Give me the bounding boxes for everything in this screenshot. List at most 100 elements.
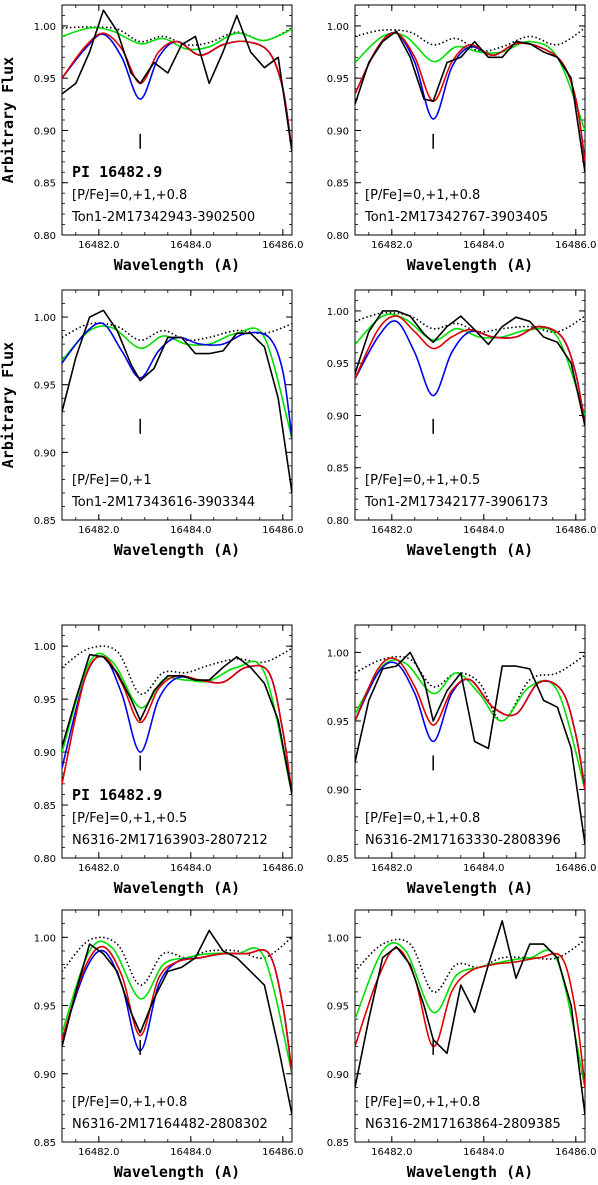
y-tick-label: 0.80: [327, 231, 349, 242]
star-id-annotation: Ton1-2M17342943-3902500: [71, 210, 255, 225]
series-line: [62, 26, 292, 51]
x-tick-label: 16486.0: [262, 863, 303, 874]
series-line: [62, 309, 292, 494]
y-tick-label: 0.80: [34, 231, 56, 242]
series-line: [62, 945, 292, 1074]
y-tick-label: 0.90: [34, 448, 56, 459]
x-tick-label: 16484.0: [463, 525, 504, 536]
series-line: [62, 9, 292, 152]
series-line: [62, 940, 292, 1074]
series-line: [355, 920, 585, 1115]
y-tick-label: 0.95: [34, 695, 56, 706]
x-tick-label: 16486.0: [262, 1147, 303, 1158]
series-line: [62, 32, 292, 152]
star-id-annotation: Ton1-2M17342767-3903405: [364, 210, 548, 225]
y-tick-label: 1.00: [34, 642, 56, 653]
y-tick-label: 0.95: [327, 359, 349, 370]
x-axis-label: Wavelength (A): [407, 541, 533, 559]
x-tick-label: 16482.0: [78, 863, 119, 874]
series-line: [355, 30, 585, 173]
series-line-dotted: [62, 936, 292, 986]
panel-5: 0.80 0.85 0.90 0.95 1.00 16482.0 16484.0 16486.…: [34, 624, 303, 897]
abundance-annotation: [P/Fe]=0,+1,+0.5: [365, 473, 480, 488]
abundance-annotation: [P/Fe]=0,+1,+0.5: [72, 811, 187, 826]
x-tick-label: 16482.0: [371, 1147, 412, 1158]
series-line: [355, 320, 585, 427]
x-tick-label: 16486.0: [555, 525, 596, 536]
x-tick-label: 16486.0: [262, 240, 303, 251]
panels: 0.80 0.85 0.90 0.95 1.00 16482.0 16484.0 16486.…: [34, 4, 596, 1181]
abundance-annotation: [P/Fe]=0,+1,+0.8: [72, 1095, 187, 1110]
x-tick-label: 16486.0: [555, 863, 596, 874]
x-tick-label: 16484.0: [170, 1147, 211, 1158]
abundance-annotation: [P/Fe]=0,+1,+0.8: [365, 1095, 480, 1110]
y-tick-label: 0.85: [34, 516, 56, 527]
series-line-dotted: [355, 938, 585, 993]
y-tick-label: 0.95: [327, 717, 349, 728]
y-tick-label: 0.85: [327, 464, 349, 475]
x-tick-label: 16482.0: [78, 240, 119, 251]
abundance-annotation: [P/Fe]=0,+1,+0.8: [365, 811, 480, 826]
y-tick-label: 1.00: [327, 933, 349, 944]
y-tick-label: 0.90: [327, 411, 349, 422]
series-line: [355, 310, 585, 427]
star-id-annotation: N6316-2M17164482-2808302: [72, 1117, 268, 1132]
series-line-dotted: [355, 311, 585, 333]
x-tick-label: 16484.0: [170, 863, 211, 874]
panel-6: 0.85 0.90 0.95 1.00 16482.0 16484.0 16486.0 Wav…: [327, 624, 596, 897]
y-tick-label: 0.80: [327, 516, 349, 527]
x-tick-label: 16484.0: [170, 240, 211, 251]
series-line: [355, 657, 585, 790]
panel-2: 0.80 0.85 0.90 0.95 1.00 16482.0 16484.0 16486.…: [327, 4, 596, 274]
series-line-dotted: [355, 27, 585, 53]
line-id-annotation: PI 16482.9: [72, 786, 162, 804]
y-tick-label: 1.00: [34, 933, 56, 944]
panel-8: 0.85 0.90 0.95 1.00 16482.0 16484.0 16486.0 Wav…: [327, 909, 596, 1181]
x-axis-label: Wavelength (A): [114, 1163, 240, 1181]
star-id-annotation: N6316-2M17163330-2808396: [365, 833, 561, 848]
global-labels: Arbitrary Flux Arbitrary Flux: [0, 57, 17, 468]
x-tick-label: 16484.0: [170, 525, 211, 536]
y-tick-label: 0.95: [34, 1002, 56, 1013]
x-tick-label: 16484.0: [463, 1147, 504, 1158]
series-line: [355, 651, 585, 845]
series-line: [355, 942, 585, 1088]
y-tick-label: 0.95: [34, 381, 56, 392]
x-tick-label: 16482.0: [371, 863, 412, 874]
abundance-annotation: [P/Fe]=0,+1,+0.8: [365, 188, 480, 203]
y-tick-label: 0.90: [327, 1070, 349, 1081]
y-tick-label: 0.95: [327, 1002, 349, 1013]
plot-frame: [354, 624, 586, 859]
x-tick-label: 16482.0: [78, 525, 119, 536]
series-line: [62, 929, 292, 1115]
y-tick-label: 0.85: [34, 179, 56, 190]
abundance-annotation: [P/Fe]=0,+1,+0.8: [72, 188, 187, 203]
star-id-annotation: Ton1-2M17342177-3906173: [364, 495, 548, 510]
y-tick-label: 0.85: [34, 801, 56, 812]
series-line: [62, 325, 292, 440]
y-axis-label: Arbitrary Flux: [0, 57, 17, 183]
y-tick-label: 0.90: [34, 748, 56, 759]
y-tick-label: 0.90: [34, 126, 56, 137]
series-line: [62, 655, 292, 795]
y-tick-label: 1.00: [34, 313, 56, 324]
line-id-annotation: PI 16482.9: [72, 163, 162, 181]
x-tick-label: 16484.0: [463, 240, 504, 251]
y-tick-label: 1.00: [327, 22, 349, 33]
x-axis-label: Wavelength (A): [114, 256, 240, 274]
panel-7: 0.85 0.90 0.95 1.00 16482.0 16484.0 16486.0 Wav…: [34, 909, 303, 1181]
x-tick-label: 16484.0: [463, 863, 504, 874]
series-line: [355, 947, 585, 1088]
x-tick-label: 16486.0: [555, 1147, 596, 1158]
abundance-annotation: [P/Fe]=0,+1: [72, 473, 152, 488]
series-line: [355, 313, 585, 416]
plot-frame: [61, 289, 293, 521]
y-tick-label: 0.95: [327, 74, 349, 85]
x-axis-label: Wavelength (A): [407, 256, 533, 274]
y-tick-label: 0.85: [327, 179, 349, 190]
plot-frame: [61, 909, 293, 1143]
x-tick-label: 16482.0: [371, 525, 412, 536]
y-tick-label: 0.90: [327, 785, 349, 796]
series-line-dotted: [355, 654, 585, 722]
x-tick-label: 16482.0: [371, 240, 412, 251]
